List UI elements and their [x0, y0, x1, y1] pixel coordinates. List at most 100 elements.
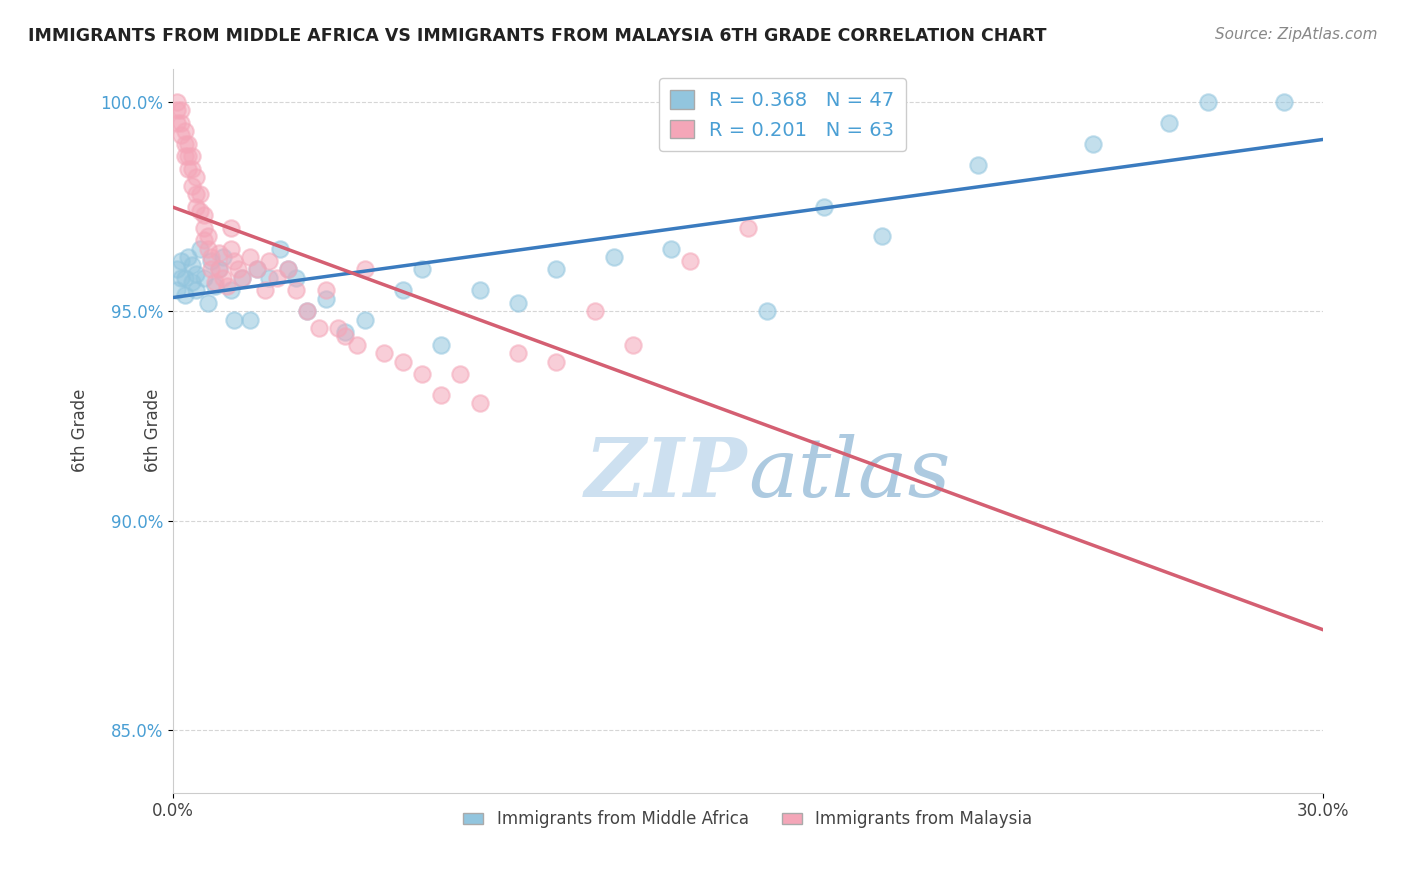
Point: [813, 200, 835, 214]
Point: [200, 254, 222, 268]
Point: [257, 254, 280, 268]
Point: [239, 312, 262, 326]
Point: [246, 262, 269, 277]
Point: [208, 262, 231, 277]
Point: [346, 338, 368, 352]
Point: [756, 304, 779, 318]
Point: [204, 275, 226, 289]
Point: [166, 95, 188, 109]
Point: [1272, 95, 1295, 109]
Point: [335, 325, 357, 339]
Point: [257, 270, 280, 285]
Point: [166, 116, 188, 130]
Point: [215, 279, 238, 293]
Point: [212, 270, 235, 285]
Point: [1197, 95, 1219, 109]
Point: [659, 242, 682, 256]
Point: [193, 220, 215, 235]
Point: [308, 321, 330, 335]
Point: [326, 321, 349, 335]
Point: [546, 354, 568, 368]
Point: [170, 270, 193, 285]
Point: [284, 284, 307, 298]
Point: [197, 229, 219, 244]
Point: [212, 250, 235, 264]
Point: [295, 304, 318, 318]
Point: [197, 242, 219, 256]
Point: [193, 233, 215, 247]
Point: [170, 254, 193, 268]
Point: [870, 229, 893, 244]
Point: [166, 262, 188, 277]
Point: [184, 284, 207, 298]
Point: [173, 287, 195, 301]
Point: [181, 258, 204, 272]
Point: [193, 208, 215, 222]
Point: [177, 250, 200, 264]
Text: IMMIGRANTS FROM MIDDLE AFRICA VS IMMIGRANTS FROM MALAYSIA 6TH GRADE CORRELATION : IMMIGRANTS FROM MIDDLE AFRICA VS IMMIGRA…: [28, 27, 1046, 45]
Point: [231, 270, 253, 285]
Point: [184, 267, 207, 281]
Point: [315, 292, 337, 306]
Point: [602, 250, 624, 264]
Point: [506, 346, 529, 360]
Point: [353, 262, 375, 277]
Point: [219, 242, 242, 256]
Point: [254, 284, 277, 298]
Point: [506, 296, 529, 310]
Point: [173, 136, 195, 151]
Point: [181, 161, 204, 176]
Point: [430, 388, 453, 402]
Point: [269, 242, 291, 256]
Point: [468, 284, 491, 298]
Point: [621, 338, 644, 352]
Point: [177, 149, 200, 163]
Point: [200, 262, 222, 277]
Point: [197, 296, 219, 310]
Point: [166, 284, 188, 298]
Point: [166, 103, 188, 118]
Point: [184, 170, 207, 185]
Point: [181, 149, 204, 163]
Point: [315, 284, 337, 298]
Point: [335, 329, 357, 343]
Point: [430, 338, 453, 352]
Text: Source: ZipAtlas.com: Source: ZipAtlas.com: [1215, 27, 1378, 42]
Point: [1159, 116, 1181, 130]
Point: [966, 158, 988, 172]
Y-axis label: 6th Grade: 6th Grade: [72, 389, 89, 472]
Point: [173, 124, 195, 138]
Point: [208, 245, 231, 260]
Point: [204, 279, 226, 293]
Point: [224, 254, 246, 268]
Point: [392, 284, 415, 298]
Point: [583, 304, 606, 318]
Point: [246, 262, 269, 277]
Text: atlas: atlas: [748, 434, 950, 514]
Point: [231, 270, 253, 285]
Legend: Immigrants from Middle Africa, Immigrants from Malaysia: Immigrants from Middle Africa, Immigrant…: [457, 804, 1039, 835]
Point: [181, 178, 204, 193]
Point: [295, 304, 318, 318]
Point: [353, 312, 375, 326]
Point: [181, 275, 204, 289]
Point: [200, 250, 222, 264]
Point: [188, 242, 211, 256]
Point: [173, 270, 195, 285]
Point: [449, 367, 471, 381]
Point: [193, 270, 215, 285]
Y-axis label: 6th Grade: 6th Grade: [143, 389, 162, 472]
Point: [219, 284, 242, 298]
Point: [184, 200, 207, 214]
Point: [170, 103, 193, 118]
Point: [170, 116, 193, 130]
Point: [266, 270, 288, 285]
Point: [411, 367, 433, 381]
Point: [184, 187, 207, 202]
Point: [219, 220, 242, 235]
Point: [468, 396, 491, 410]
Point: [546, 262, 568, 277]
Point: [373, 346, 395, 360]
Point: [170, 128, 193, 143]
Point: [173, 149, 195, 163]
